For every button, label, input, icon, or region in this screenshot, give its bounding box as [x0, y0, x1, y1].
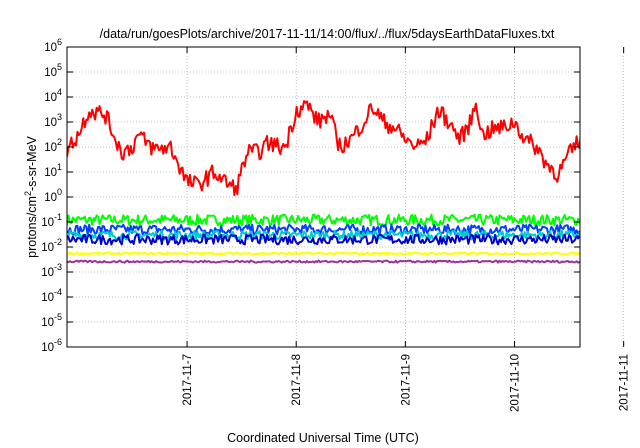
x-tick-label: 2017-11-10 — [510, 354, 522, 412]
x-tick-label: 2017-11-8 — [291, 354, 303, 406]
y-tick-label: 102 — [44, 137, 62, 154]
y-tick-label: 103 — [44, 112, 62, 129]
chart-title: /data/run/goesPlots/archive/2017-11-11/1… — [100, 27, 555, 41]
y-axis-label-part1: protons/cm — [25, 196, 39, 258]
y-tick-label: 10-2 — [41, 237, 62, 254]
y-tick-label: 10-4 — [41, 287, 62, 304]
series-line — [67, 259, 580, 264]
y-tick-label: 100 — [44, 187, 62, 204]
x-axis-ticks: 2017-11-7 2017-11-8 2017-11-9 2017-11-10 201… — [182, 47, 631, 412]
series-line — [67, 100, 580, 197]
y-axis-label: protons/cm2-s-sr-MeV — [23, 135, 39, 257]
y-tick-label: 10-3 — [41, 262, 62, 279]
series-line — [67, 223, 580, 236]
series-layer — [67, 100, 580, 264]
y-axis-ticks: 10-6 10-5 10-4 10-3 10-2 10-1 100 101 102 103 104 1… — [41, 37, 580, 354]
series-line — [67, 251, 580, 256]
y-tick-label: 106 — [44, 37, 62, 54]
y-tick-label: 10-5 — [41, 312, 62, 329]
y-axis-label-superscript: 2 — [23, 191, 33, 196]
x-tick-label: 2017-11-11 — [619, 354, 631, 411]
series-line — [67, 213, 580, 227]
x-tick-label: 2017-11-7 — [182, 354, 194, 406]
grid — [67, 47, 625, 347]
y-tick-label: 10-1 — [41, 212, 62, 229]
y-tick-label: 105 — [44, 62, 62, 79]
y-axis-label-part2: -s-sr-MeV — [25, 135, 39, 191]
y-tick-label: 104 — [44, 87, 62, 104]
plot-frame — [66, 46, 581, 348]
x-tick-label: 2017-11-9 — [400, 354, 412, 406]
y-tick-label: 101 — [44, 162, 62, 179]
x-axis-label: Coordinated Universal Time (UTC) — [227, 431, 419, 445]
series-line — [67, 233, 580, 246]
y-tick-label: 10-6 — [41, 337, 62, 354]
